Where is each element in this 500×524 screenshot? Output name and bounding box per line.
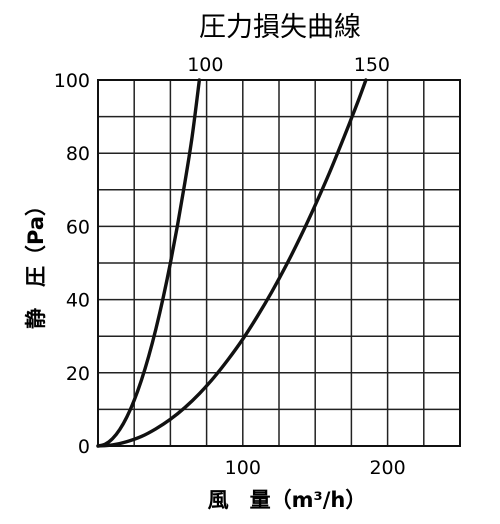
chart-title: 圧力損失曲線 [199,12,361,43]
curve-label-150: 150 [354,54,390,76]
y-tick-label: 20 [66,363,90,385]
curve-labels: 100 150 [187,54,390,76]
plot-frame [97,79,461,447]
x-tick-labels: 100 200 [225,457,406,479]
curve-label-100: 100 [187,54,223,76]
y-tick-label: 100 [54,70,90,92]
y-tick-label: 40 [66,290,90,312]
y-tick-label: 80 [66,143,90,165]
x-tick-label: 200 [369,457,405,479]
y-tick-labels: 0 20 40 60 80 100 [54,70,90,458]
y-tick-label: 0 [78,436,90,458]
x-tick-label: 100 [225,457,261,479]
y-axis-label: 静 圧（Pa） [24,195,48,329]
grid [97,79,461,447]
x-axis-label: 風 量（m³/h） [208,488,367,512]
curve-100 [96,78,202,448]
y-tick-label: 60 [66,216,90,238]
curves [96,78,368,448]
curve-150 [96,78,368,448]
